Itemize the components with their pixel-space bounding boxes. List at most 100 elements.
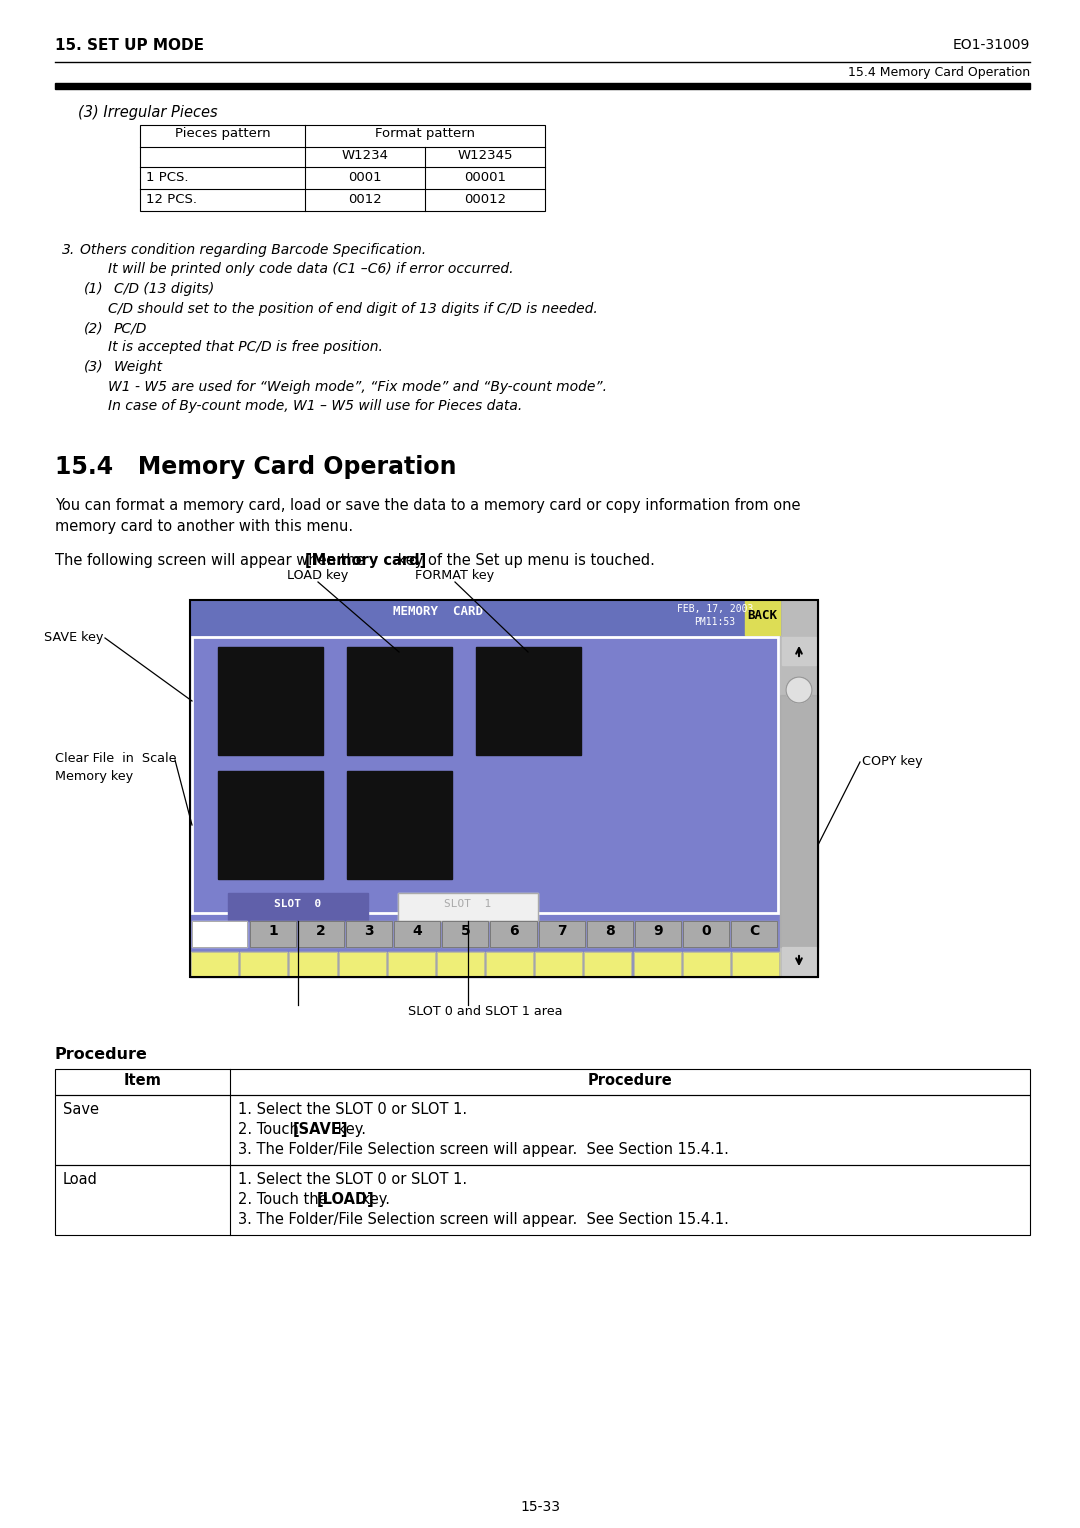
Bar: [347, 921, 392, 947]
Text: [SAVE]: [SAVE]: [293, 1122, 348, 1137]
Bar: [338, 952, 386, 976]
Text: 1: 1: [268, 924, 278, 938]
Text: 2. Touch the: 2. Touch the: [238, 1192, 333, 1207]
Bar: [140, 125, 545, 211]
Bar: [55, 83, 1030, 89]
Text: 15.4 Memory Card Operation: 15.4 Memory Card Operation: [848, 66, 1030, 79]
Bar: [780, 601, 818, 976]
Bar: [55, 1070, 1030, 1096]
Bar: [191, 952, 239, 976]
Bar: [634, 952, 680, 976]
Text: LOAD key: LOAD key: [287, 568, 349, 582]
Text: C: C: [748, 924, 759, 938]
Text: W1 - W5 are used for “Weigh mode”, “Fix mode” and “By-count mode”.: W1 - W5 are used for “Weigh mode”, “Fix …: [108, 379, 607, 394]
Bar: [536, 952, 582, 976]
Text: Pieces pattern: Pieces pattern: [175, 127, 270, 141]
Bar: [240, 952, 287, 976]
Text: 3.: 3.: [62, 243, 76, 257]
Text: 3. The Folder/File Selection screen will appear.  See Section 15.4.1.: 3. The Folder/File Selection screen will…: [238, 1141, 729, 1157]
Text: MEMORY  CARD: MEMORY CARD: [393, 605, 483, 617]
Bar: [228, 892, 368, 921]
Text: key of the Set up menu is touched.: key of the Set up menu is touched.: [393, 553, 656, 568]
Bar: [586, 921, 633, 947]
Bar: [240, 952, 287, 976]
Text: 15. SET UP MODE: 15. SET UP MODE: [55, 38, 204, 53]
Text: It will be printed only code data (C1 –C6) if error occurred.: It will be printed only code data (C1 –C…: [108, 263, 513, 277]
Text: 15-33: 15-33: [519, 1500, 561, 1514]
Bar: [218, 772, 323, 879]
Text: W1234: W1234: [341, 150, 389, 162]
Text: SLOT 0 and SLOT 1 area: SLOT 0 and SLOT 1 area: [408, 1005, 563, 1018]
Bar: [486, 952, 534, 976]
Bar: [536, 952, 582, 976]
Bar: [347, 921, 392, 947]
Text: EO1-31009: EO1-31009: [953, 38, 1030, 52]
Bar: [539, 921, 584, 947]
Text: FEB, 17, 2003
PM11:53: FEB, 17, 2003 PM11:53: [677, 604, 753, 626]
Text: The following screen will appear when the: The following screen will appear when th…: [55, 553, 369, 568]
Bar: [347, 772, 453, 879]
Bar: [732, 952, 779, 976]
Bar: [55, 1096, 1030, 1164]
Text: 6: 6: [509, 924, 518, 938]
Text: COPY key: COPY key: [862, 755, 922, 769]
Bar: [539, 921, 584, 947]
Text: SLOT  0: SLOT 0: [274, 898, 322, 909]
Bar: [584, 952, 632, 976]
Bar: [443, 921, 488, 947]
Bar: [394, 921, 441, 947]
Bar: [192, 921, 247, 947]
Text: 4: 4: [413, 924, 422, 938]
Bar: [745, 601, 780, 636]
Bar: [584, 952, 632, 976]
Text: 2: 2: [316, 924, 326, 938]
Bar: [289, 952, 337, 976]
Bar: [490, 921, 537, 947]
Bar: [190, 601, 780, 636]
Text: 0: 0: [701, 924, 711, 938]
Bar: [399, 892, 538, 921]
Text: Clear File  in  Scale
Memory key: Clear File in Scale Memory key: [55, 752, 176, 782]
Bar: [683, 921, 729, 947]
Text: Load: Load: [63, 1172, 98, 1187]
Text: FORMAT key: FORMAT key: [416, 568, 495, 582]
Bar: [683, 921, 729, 947]
Text: [LOAD]: [LOAD]: [316, 1192, 375, 1207]
Bar: [388, 952, 435, 976]
Bar: [476, 646, 581, 755]
Bar: [635, 921, 680, 947]
Bar: [192, 921, 247, 947]
Bar: [634, 952, 680, 976]
Text: Item: Item: [123, 1073, 161, 1088]
Text: In case of By-count mode, W1 – W5 will use for Pieces data.: In case of By-count mode, W1 – W5 will u…: [108, 399, 523, 413]
Text: 12 PCS.: 12 PCS.: [146, 193, 197, 206]
Text: 8: 8: [605, 924, 615, 938]
Text: 2. Touch: 2. Touch: [238, 1122, 303, 1137]
Bar: [191, 952, 239, 976]
Text: 00012: 00012: [464, 193, 507, 206]
Text: 1. Select the SLOT 0 or SLOT 1.: 1. Select the SLOT 0 or SLOT 1.: [238, 1102, 468, 1117]
Text: SAVE key: SAVE key: [43, 631, 103, 645]
Text: SLOT  1: SLOT 1: [444, 898, 491, 909]
Text: W12345: W12345: [457, 150, 513, 162]
Text: (3): (3): [84, 361, 104, 374]
Bar: [347, 646, 453, 755]
Bar: [192, 637, 778, 914]
Bar: [399, 892, 538, 921]
Bar: [190, 601, 818, 976]
Text: [Memory card]: [Memory card]: [305, 553, 427, 568]
Text: C/D should set to the position of end digit of 13 digits if C/D is needed.: C/D should set to the position of end di…: [108, 301, 597, 315]
Text: It is accepted that PC/D is free position.: It is accepted that PC/D is free positio…: [108, 341, 383, 354]
Bar: [635, 921, 680, 947]
Text: 15.4   Memory Card Operation: 15.4 Memory Card Operation: [55, 455, 457, 478]
Bar: [683, 952, 730, 976]
Bar: [731, 921, 777, 947]
Bar: [249, 921, 296, 947]
Text: 3. The Folder/File Selection screen will appear.  See Section 15.4.1.: 3. The Folder/File Selection screen will…: [238, 1212, 729, 1227]
Bar: [586, 921, 633, 947]
Text: 1 PCS.: 1 PCS.: [146, 171, 189, 183]
Text: Procedure: Procedure: [55, 1047, 148, 1062]
Text: (1): (1): [84, 283, 104, 296]
Bar: [55, 1164, 1030, 1235]
Text: 5: 5: [460, 924, 470, 938]
